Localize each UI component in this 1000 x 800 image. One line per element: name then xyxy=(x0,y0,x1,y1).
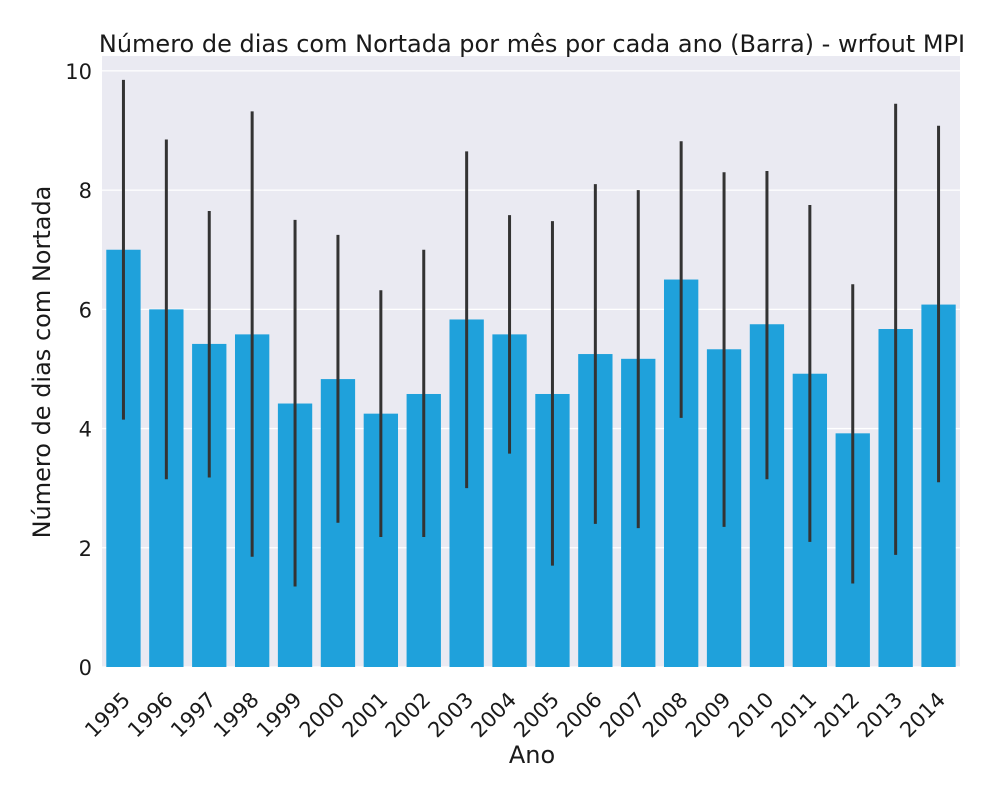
x-tick-label: 2004 xyxy=(466,688,521,743)
x-tick-label: 2010 xyxy=(724,688,779,743)
x-tick-label: 1998 xyxy=(209,688,264,743)
error-bars xyxy=(121,79,941,587)
y-tick-label: 10 xyxy=(65,60,92,84)
x-tick-label: 2014 xyxy=(895,688,950,743)
x-tick-label: 2012 xyxy=(810,688,865,743)
x-tick-label: 1995 xyxy=(80,688,135,743)
x-tick-label: 2009 xyxy=(681,688,736,743)
y-tick-label: 4 xyxy=(79,418,92,442)
chart-title: Número de dias com Nortada por mês por c… xyxy=(99,30,965,58)
x-tick-label: 2000 xyxy=(295,688,350,743)
plot-area xyxy=(102,56,960,667)
y-tick-label: 0 xyxy=(79,656,92,680)
y-tick-labels: 0 2 4 6 8 10 xyxy=(65,60,92,680)
y-tick-label: 6 xyxy=(79,298,92,322)
x-tick-label: 2013 xyxy=(852,688,907,743)
x-tick-label: 2005 xyxy=(509,688,564,743)
x-tick-label: 2008 xyxy=(638,688,693,743)
y-axis-label: Número de dias com Nortada xyxy=(28,186,56,539)
x-tick-label: 2003 xyxy=(423,688,478,743)
x-tick-label: 1996 xyxy=(123,688,178,743)
x-tick-label: 2001 xyxy=(338,688,393,743)
x-tick-label: 1997 xyxy=(166,688,221,743)
y-tick-label: 8 xyxy=(79,179,92,203)
x-tick-label: 2002 xyxy=(381,688,436,743)
x-tick-label: 2007 xyxy=(595,688,650,743)
x-tick-labels: 1995199619971998199920002001200220032004… xyxy=(80,688,950,743)
x-tick-label: 2006 xyxy=(552,688,607,743)
x-tick-label: 1999 xyxy=(252,688,307,743)
y-tick-label: 2 xyxy=(79,537,92,561)
x-axis-label: Ano xyxy=(509,741,555,769)
x-tick-label: 2011 xyxy=(767,688,822,743)
bars xyxy=(106,249,956,668)
